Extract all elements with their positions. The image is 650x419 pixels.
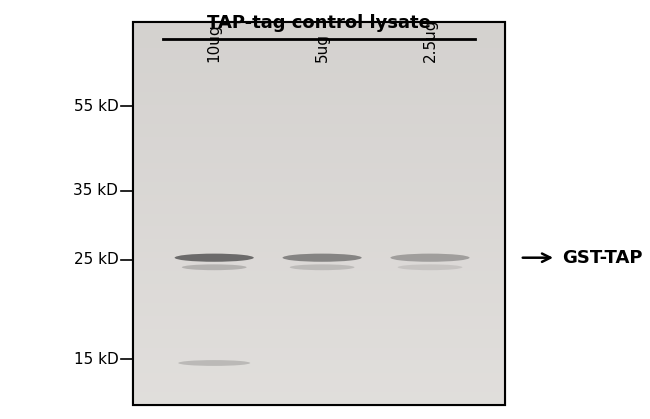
Ellipse shape	[283, 253, 361, 262]
Bar	[133, 194, 505, 201]
Bar	[133, 169, 505, 176]
Ellipse shape	[182, 264, 246, 270]
Bar	[133, 48, 505, 54]
Ellipse shape	[290, 264, 354, 270]
Bar	[133, 220, 505, 226]
Bar	[133, 252, 505, 259]
Text: 25 kD: 25 kD	[73, 252, 118, 267]
Bar	[133, 214, 505, 220]
Bar	[133, 360, 505, 367]
Bar	[133, 143, 505, 150]
Bar	[133, 316, 505, 322]
Ellipse shape	[391, 253, 469, 262]
Bar	[133, 188, 505, 194]
Bar	[133, 137, 505, 143]
Bar	[133, 124, 505, 131]
Bar	[133, 176, 505, 182]
Bar	[133, 118, 505, 124]
Bar	[133, 328, 505, 335]
Bar	[133, 386, 505, 392]
Bar	[133, 73, 505, 80]
Bar	[133, 354, 505, 360]
Bar	[133, 233, 505, 239]
Bar	[133, 392, 505, 399]
Ellipse shape	[175, 253, 254, 262]
Bar	[133, 86, 505, 93]
Bar	[133, 322, 505, 328]
Bar	[133, 341, 505, 348]
Bar	[133, 226, 505, 233]
Bar	[133, 265, 505, 271]
Bar	[133, 309, 505, 316]
Bar	[133, 259, 505, 265]
Bar	[133, 303, 505, 309]
Bar	[133, 335, 505, 341]
Bar	[133, 399, 505, 405]
Bar	[133, 156, 505, 163]
Text: 55 kD: 55 kD	[73, 99, 118, 114]
Bar	[133, 290, 505, 297]
Bar	[133, 163, 505, 169]
Bar	[133, 373, 505, 380]
Bar	[133, 22, 505, 28]
Bar	[133, 182, 505, 188]
Text: 15 kD: 15 kD	[73, 352, 118, 367]
Bar	[133, 246, 505, 252]
Bar	[133, 277, 505, 284]
Bar	[133, 380, 505, 386]
Ellipse shape	[178, 360, 250, 366]
Bar	[133, 41, 505, 48]
Ellipse shape	[398, 264, 462, 270]
Bar	[133, 54, 505, 60]
Bar	[133, 99, 505, 105]
Text: 2.5ug: 2.5ug	[422, 18, 437, 62]
FancyBboxPatch shape	[133, 22, 505, 405]
Bar	[133, 348, 505, 354]
Bar	[133, 60, 505, 67]
Text: GST-TAP: GST-TAP	[562, 249, 642, 267]
Bar	[133, 150, 505, 156]
Bar	[133, 93, 505, 99]
Bar	[133, 201, 505, 207]
Bar	[133, 297, 505, 303]
Bar	[133, 28, 505, 35]
Bar	[133, 284, 505, 290]
Bar	[133, 367, 505, 373]
Bar	[133, 111, 505, 118]
Bar	[133, 271, 505, 277]
Text: TAP-tag control lysate: TAP-tag control lysate	[207, 14, 431, 32]
Bar	[133, 80, 505, 86]
Text: 5ug: 5ug	[315, 33, 330, 62]
Bar	[133, 105, 505, 111]
Bar	[133, 207, 505, 214]
Bar	[133, 131, 505, 137]
Bar	[133, 67, 505, 73]
Text: 35 kD: 35 kD	[73, 183, 118, 198]
Text: 10ug: 10ug	[207, 23, 222, 62]
Bar	[133, 35, 505, 41]
Bar	[133, 239, 505, 246]
